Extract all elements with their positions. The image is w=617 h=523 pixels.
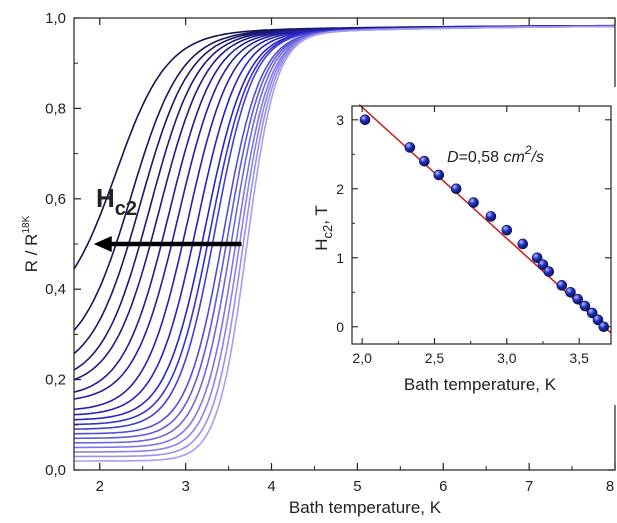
main-y-tick-label: 0,6 (45, 191, 66, 208)
inset-y-tick-label: 0 (336, 319, 344, 335)
data-point (501, 224, 513, 236)
main-y-tick-label: 0,4 (45, 281, 66, 298)
hc2-arrow-head (93, 236, 112, 252)
main-y-tick-label: 1,0 (45, 10, 66, 27)
data-point (517, 238, 529, 250)
main-y-tick-label: 0,0 (45, 462, 66, 479)
inset-y-tick-label: 2 (336, 181, 344, 197)
hc2-label: Hc2 (96, 183, 137, 220)
data-point (572, 293, 584, 305)
main-y-tick-label: 0,2 (45, 372, 66, 389)
main-x-tick-label: 2 (96, 478, 104, 495)
data-point (359, 114, 371, 126)
data-point (543, 266, 555, 277)
inset-x-tick-label: 2,0 (352, 350, 372, 366)
main-y-tick-label: 0,8 (45, 100, 66, 117)
data-point (433, 169, 445, 181)
inset-axis-ticks: 2,0 2,5 3,0 3,5 0 1 2 3 (336, 106, 611, 366)
inset-y-tick-label: 1 (336, 250, 344, 266)
inset-data-points (359, 114, 610, 333)
main-x-tick-label: 5 (353, 478, 361, 495)
inset-y-axis-label: Hc2, T (312, 205, 335, 251)
data-point (531, 252, 543, 264)
data-point (485, 211, 497, 222)
diffusion-coefficient-annotation: D=0,58 cm2/s (447, 143, 544, 166)
transition-curve (74, 25, 615, 462)
inset-chart: 2,0 2,5 3,0 3,5 0 1 2 3 Bath temperature, K Hc2… (294, 87, 617, 405)
main-x-tick-label: 4 (267, 478, 275, 495)
data-point (556, 280, 568, 291)
hc2-label-subscript: c2 (115, 198, 137, 220)
inset-background (294, 87, 617, 405)
data-point (450, 183, 462, 195)
transition-curves (73, 24, 616, 462)
main-y-axis-label-superscript: 18K (21, 215, 32, 233)
data-point (579, 300, 591, 312)
main-x-tick-label: 3 (181, 478, 189, 495)
main-x-tick-label: 6 (439, 478, 447, 495)
main-x-tick-label: 8 (606, 478, 614, 495)
data-point (468, 197, 479, 208)
inset-x-tick-label: 3,5 (569, 350, 589, 366)
data-point (537, 259, 549, 270)
data-point (404, 142, 416, 153)
inset-y-axis-label-subscript: c2 (320, 225, 335, 239)
main-x-axis-label: Bath temperature, K (289, 498, 442, 517)
main-y-axis-label: R / R18K (21, 215, 41, 272)
inset-x-tick-label: 2,5 (425, 350, 445, 366)
data-point (565, 286, 576, 298)
main-chart: 2 3 4 5 6 7 8 0,0 0,2 0,4 0,6 0,8 1,0 Bath temperatu… (21, 10, 616, 517)
main-x-tick-label: 7 (525, 478, 533, 495)
data-point (419, 155, 430, 167)
main-axis-ticks: 2 3 4 5 6 7 8 0,0 0,2 0,4 0,6 0,8 1,0 (45, 10, 616, 495)
data-point (586, 307, 598, 319)
inset-y-tick-label: 3 (336, 112, 344, 128)
inset-x-tick-label: 3,0 (497, 350, 517, 366)
hc2-annotation: Hc2 (93, 183, 242, 252)
inset-plot-frame (351, 105, 612, 345)
data-point (592, 314, 604, 326)
inset-x-axis-label: Bath temperature, K (404, 375, 557, 394)
